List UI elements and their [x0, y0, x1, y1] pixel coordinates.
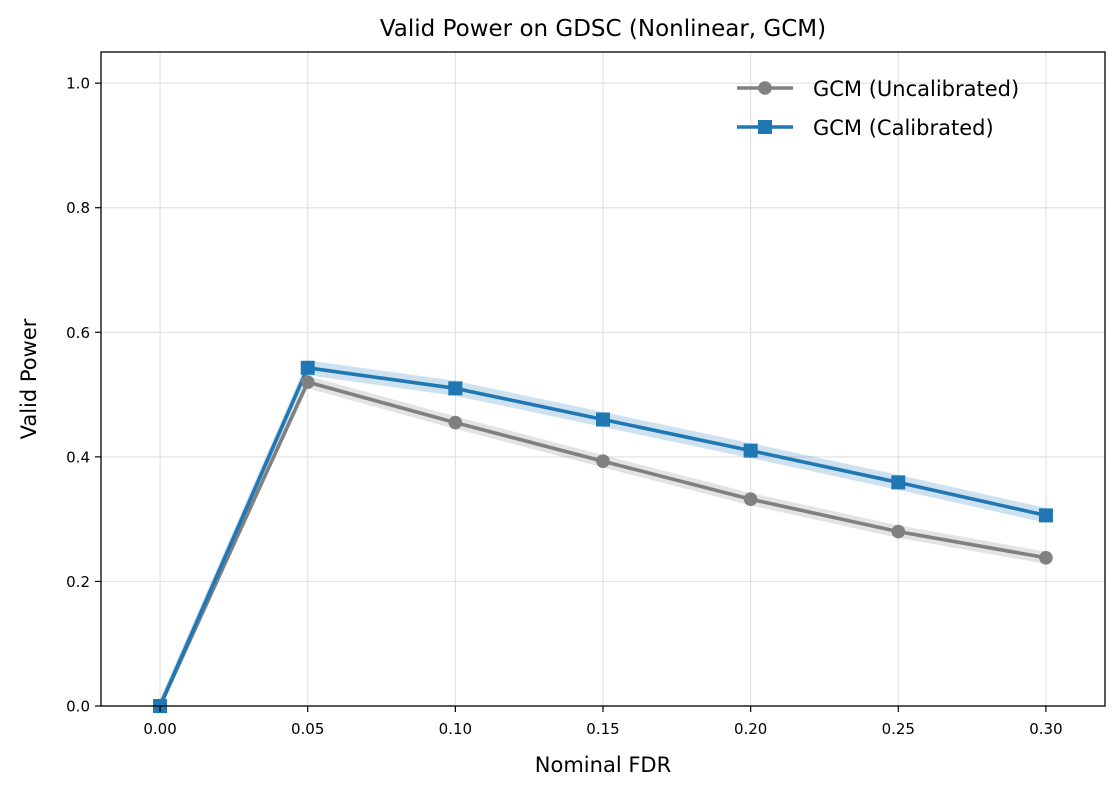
data-point [891, 475, 906, 490]
series-markers [153, 360, 1053, 713]
y-tick-label: 0.6 [66, 324, 90, 342]
y-tick-label: 0.4 [66, 448, 90, 466]
y-tick-label: 0.0 [66, 698, 90, 716]
y-tick-label: 0.8 [66, 199, 90, 217]
x-axis-ticks: 0.00 0.05 0.10 0.15 0.20 0.25 0.30 [143, 706, 1063, 738]
x-tick-label: 0.25 [882, 720, 915, 738]
data-point [1039, 550, 1053, 565]
y-axis-ticks: 0.0 0.2 0.4 0.6 0.8 1.0 [66, 75, 101, 716]
data-point [596, 454, 610, 469]
y-tick-label: 0.2 [66, 573, 90, 591]
x-tick-label: 0.30 [1029, 720, 1062, 738]
data-point [1038, 508, 1053, 523]
y-tick-label: 1.0 [66, 75, 90, 93]
x-tick-label: 0.10 [439, 720, 472, 738]
data-point [300, 375, 315, 389]
data-point [743, 443, 758, 458]
chart-title: Valid Power on GDSC (Nonlinear, GCM) [380, 16, 826, 42]
data-point [448, 415, 463, 430]
y-axis-title: Valid Power [17, 318, 41, 439]
legend-marker [758, 81, 772, 95]
x-axis-title: Nominal FDR [535, 753, 671, 777]
x-tick-label: 0.05 [291, 720, 324, 738]
data-point [891, 524, 906, 539]
x-tick-label: 0.20 [734, 720, 767, 738]
legend: GCM (Uncalibrated) GCM (Calibrated) [737, 77, 1019, 140]
data-point [300, 360, 315, 375]
data-point [596, 412, 610, 427]
legend-label: GCM (Uncalibrated) [813, 77, 1019, 101]
x-tick-label: 0.00 [143, 720, 176, 738]
data-point [448, 381, 463, 396]
x-tick-label: 0.15 [586, 720, 619, 738]
legend-label: GCM (Calibrated) [813, 116, 994, 140]
grid-lines [101, 52, 1105, 707]
legend-marker [758, 120, 772, 134]
data-point [743, 492, 758, 507]
